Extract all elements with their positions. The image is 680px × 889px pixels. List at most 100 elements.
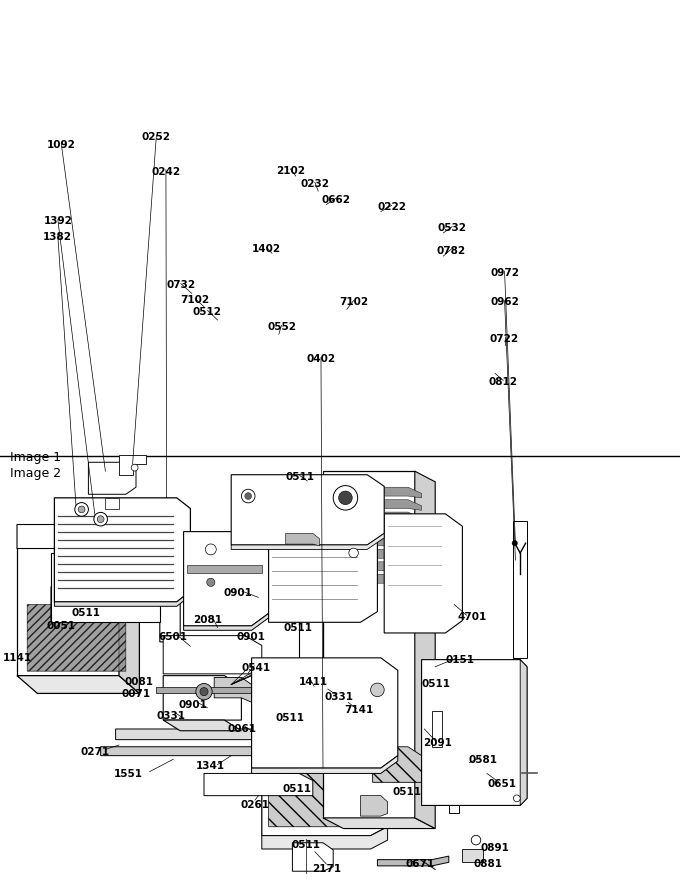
Polygon shape	[17, 676, 139, 693]
Text: 0331: 0331	[324, 692, 353, 702]
Polygon shape	[27, 605, 126, 671]
Text: 0081: 0081	[125, 677, 154, 687]
Circle shape	[207, 578, 215, 587]
Text: 0541: 0541	[241, 662, 270, 673]
Circle shape	[205, 544, 216, 555]
Text: 2102: 2102	[276, 165, 305, 176]
Polygon shape	[377, 856, 449, 866]
Polygon shape	[333, 574, 422, 585]
Text: 1092: 1092	[47, 140, 75, 150]
Polygon shape	[333, 562, 422, 573]
Text: 0782: 0782	[437, 245, 466, 256]
Polygon shape	[119, 547, 139, 693]
Text: 0901: 0901	[224, 588, 252, 598]
Text: 0962: 0962	[490, 297, 519, 308]
Text: 0511: 0511	[422, 678, 450, 689]
Polygon shape	[333, 500, 422, 510]
Polygon shape	[184, 532, 269, 626]
Text: 0901: 0901	[237, 631, 265, 642]
Polygon shape	[432, 711, 442, 747]
Polygon shape	[163, 636, 262, 674]
Polygon shape	[323, 471, 415, 818]
Text: 0512: 0512	[193, 307, 222, 317]
Circle shape	[241, 489, 255, 503]
Text: 0511: 0511	[71, 608, 100, 619]
Circle shape	[97, 516, 104, 523]
Circle shape	[512, 541, 517, 546]
Polygon shape	[262, 751, 388, 836]
Text: 0722: 0722	[490, 333, 519, 344]
Text: 2171: 2171	[312, 864, 341, 875]
Text: 1402: 1402	[252, 244, 281, 254]
Polygon shape	[54, 591, 190, 606]
Polygon shape	[116, 729, 309, 743]
Polygon shape	[384, 514, 462, 633]
Text: 0331: 0331	[157, 710, 186, 721]
Text: 1392: 1392	[44, 216, 72, 227]
Polygon shape	[269, 760, 377, 827]
Text: 7102: 7102	[181, 295, 209, 306]
Text: 0532: 0532	[438, 223, 466, 234]
Text: 0051: 0051	[47, 621, 75, 631]
Circle shape	[196, 684, 212, 700]
Text: 7141: 7141	[344, 705, 374, 716]
Polygon shape	[415, 471, 435, 829]
Polygon shape	[323, 818, 435, 829]
Circle shape	[349, 549, 358, 557]
Polygon shape	[184, 613, 269, 630]
Polygon shape	[163, 676, 241, 720]
Polygon shape	[17, 525, 139, 569]
Text: 0511: 0511	[284, 622, 312, 633]
Polygon shape	[292, 843, 333, 871]
Text: 0581: 0581	[469, 755, 497, 765]
Circle shape	[371, 683, 384, 697]
Text: 0732: 0732	[167, 280, 195, 291]
Text: Image 2: Image 2	[10, 467, 61, 480]
Polygon shape	[252, 756, 398, 773]
Polygon shape	[333, 487, 422, 498]
Polygon shape	[214, 677, 252, 702]
Polygon shape	[299, 476, 323, 685]
Polygon shape	[333, 537, 422, 548]
Polygon shape	[88, 462, 136, 494]
Polygon shape	[373, 747, 422, 782]
Polygon shape	[262, 827, 388, 849]
Text: 0271: 0271	[81, 747, 109, 757]
Text: 0651: 0651	[488, 779, 516, 789]
Polygon shape	[333, 549, 422, 560]
Text: 0511: 0511	[392, 787, 421, 797]
Text: 4701: 4701	[457, 612, 487, 622]
Circle shape	[94, 512, 107, 526]
Text: 1551: 1551	[114, 769, 142, 780]
Text: Image 1: Image 1	[10, 451, 61, 464]
Text: 0061: 0061	[228, 724, 256, 734]
Circle shape	[200, 687, 208, 696]
Polygon shape	[286, 533, 320, 546]
Polygon shape	[422, 660, 527, 805]
Circle shape	[333, 485, 358, 510]
Text: 0222: 0222	[377, 202, 406, 212]
Text: 0901: 0901	[178, 700, 207, 710]
Text: 2081: 2081	[193, 614, 222, 625]
Polygon shape	[269, 532, 377, 622]
Polygon shape	[462, 849, 483, 862]
Text: 1141: 1141	[3, 653, 32, 663]
Polygon shape	[105, 498, 119, 509]
Circle shape	[75, 502, 88, 517]
Circle shape	[513, 795, 520, 802]
Polygon shape	[51, 587, 180, 642]
Polygon shape	[156, 687, 381, 693]
Polygon shape	[360, 796, 388, 816]
Text: 0242: 0242	[152, 166, 180, 177]
Text: 0511: 0511	[276, 713, 305, 724]
Polygon shape	[333, 512, 422, 523]
Polygon shape	[54, 498, 190, 602]
Text: 1382: 1382	[44, 232, 72, 243]
Polygon shape	[520, 660, 527, 805]
Polygon shape	[449, 702, 459, 813]
Polygon shape	[231, 475, 384, 545]
Text: 1341: 1341	[197, 761, 225, 772]
Circle shape	[78, 506, 85, 513]
Polygon shape	[231, 533, 384, 549]
Text: 0511: 0511	[286, 472, 314, 483]
